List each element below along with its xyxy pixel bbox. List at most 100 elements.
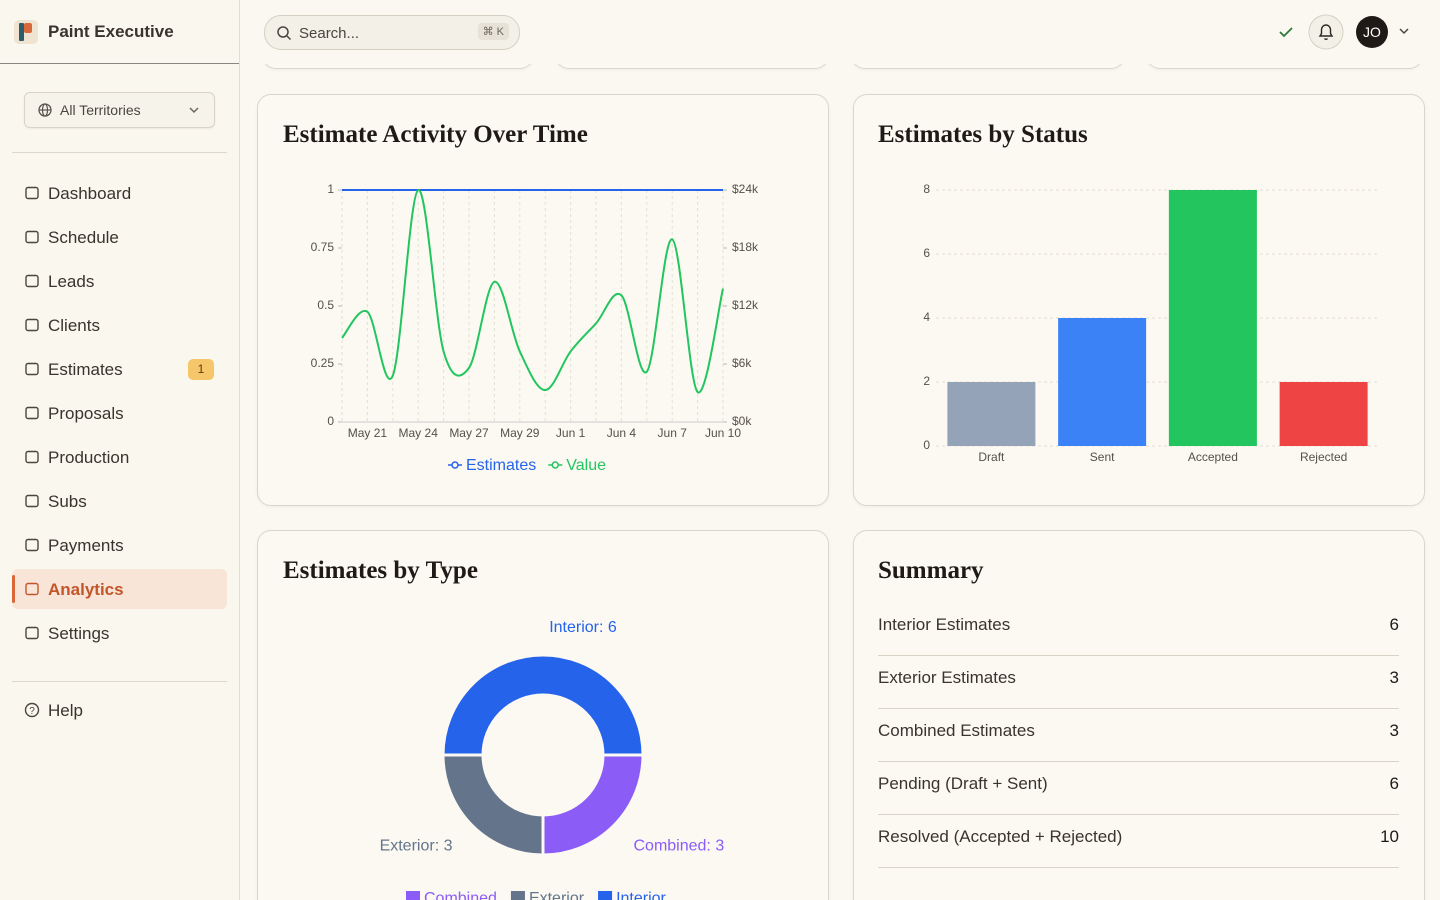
nav-icon <box>25 538 39 552</box>
y-tick-label: 0.25 <box>311 356 335 370</box>
slice-label: Exterior: 3 <box>380 838 453 855</box>
summary-label: Exterior Estimates <box>878 668 1016 687</box>
nav-item[interactable]: Clients <box>12 305 227 345</box>
legend-item: Value <box>548 457 606 474</box>
y-tick-label: 8 <box>923 182 930 196</box>
nav-item[interactable]: Settings <box>12 613 227 653</box>
notifications-button[interactable] <box>1308 14 1344 50</box>
x-tick-label: Jun 4 <box>607 426 637 440</box>
summary-value: 6 <box>1389 615 1399 634</box>
legend-item: Interior <box>598 890 667 900</box>
summary-row: Resolved (Accepted + Rejected) 10 <box>878 815 1399 868</box>
legend-label: Interior <box>616 890 666 900</box>
territory-label: All Territories <box>60 102 141 118</box>
slice-label: Combined: 3 <box>634 838 725 855</box>
legend-label: Combined <box>424 890 497 900</box>
nav-icon <box>25 582 39 596</box>
nav-item[interactable]: Dashboard <box>12 173 227 213</box>
y2-tick-label: $24k <box>732 182 759 196</box>
chart-card: Estimates by Status 0 2 4 6 8 Draft Sent Accepte… <box>853 94 1425 506</box>
x-tick-label: Jun 10 <box>705 426 741 440</box>
nav-item[interactable]: Proposals <box>12 393 227 433</box>
nav-label: Estimates <box>48 360 123 379</box>
nav-item[interactable]: Payments <box>12 525 227 565</box>
x-tick-label: Sent <box>1090 450 1115 464</box>
legend-swatch <box>598 891 613 900</box>
summary-value: 10 <box>1380 827 1399 846</box>
globe-icon <box>38 103 52 117</box>
nav-label: Proposals <box>48 404 124 423</box>
nav-label: Production <box>48 448 130 467</box>
nav-icon <box>25 626 39 640</box>
svg-text:?: ? <box>29 706 35 717</box>
nav-item[interactable]: Estimates 1 <box>12 349 227 389</box>
help-link[interactable]: ? Help <box>12 690 227 730</box>
pie-slice <box>441 653 645 757</box>
summary-value: 3 <box>1389 721 1399 740</box>
nav-icon <box>25 186 39 200</box>
summary-row: Exterior Estimates 3 <box>878 656 1399 709</box>
nav-label: Leads <box>48 272 95 291</box>
nav-label: Settings <box>48 624 110 643</box>
x-tick-label: May 29 <box>500 426 540 440</box>
y-tick-label: 0.5 <box>317 298 334 312</box>
series-line <box>341 188 724 394</box>
legend-swatch <box>406 891 420 900</box>
nav-item[interactable]: Production <box>12 437 227 477</box>
search-box[interactable]: Search... ⌘ K <box>264 15 520 50</box>
x-tick-label: May 24 <box>399 426 439 440</box>
y2-tick-label: $18k <box>732 240 759 254</box>
y-tick-label: 6 <box>923 246 930 260</box>
x-tick-label: May 21 <box>348 426 388 440</box>
brand: Paint Executive <box>0 0 239 64</box>
y-tick-label: 4 <box>923 310 930 324</box>
chart-title: Estimates by Type <box>283 557 478 584</box>
nav-icon <box>25 450 39 464</box>
chevron <box>189 107 199 114</box>
nav-label: Clients <box>48 316 100 335</box>
legend-item: Estimates <box>448 457 536 474</box>
pie-slice <box>441 753 545 857</box>
x-tick-label: Accepted <box>1188 450 1238 464</box>
x-tick-label: Jun 1 <box>556 426 586 440</box>
app-name: Paint Executive <box>48 22 174 41</box>
topbar: Search... ⌘ K JO <box>240 0 1440 64</box>
nav-icon <box>25 406 39 420</box>
summary-card: Summary Interior Estimates 6 Exterior Esti… <box>853 530 1425 900</box>
territory-select[interactable]: All Territories <box>24 92 215 128</box>
nav-item[interactable]: Analytics <box>12 569 227 609</box>
y-tick-label: 2 <box>923 374 930 388</box>
chart-title: Estimates by Status <box>878 121 1088 148</box>
line-chart: Estimate Activity Over Time May 21 May 24 M… <box>283 121 759 474</box>
check-icon[interactable] <box>1278 24 1294 40</box>
nav-item[interactable]: Subs <box>12 481 227 521</box>
avatar[interactable]: JO <box>1356 16 1388 48</box>
legend-swatch <box>510 891 525 900</box>
y-tick-label: 0 <box>327 414 334 428</box>
help-icon: ? <box>24 702 40 718</box>
chevron[interactable] <box>1398 26 1410 36</box>
nav-label: Schedule <box>48 228 119 247</box>
pie-chart: Estimates by Type Combined: 3 Exterior: 3 I… <box>283 557 725 900</box>
logo <box>14 20 38 44</box>
divider <box>12 152 227 153</box>
y-tick-label: 1 <box>327 182 334 196</box>
nav-label: Analytics <box>48 580 124 599</box>
pie-slice <box>541 753 645 857</box>
nav-badge: 1 <box>188 359 214 380</box>
nav-item[interactable]: Leads <box>12 261 227 301</box>
y2-tick-label: $12k <box>732 298 759 312</box>
nav-item[interactable]: Schedule <box>12 217 227 257</box>
chart-card: Estimates by Type Combined: 3 Exterior: 3 I… <box>257 530 829 900</box>
bar <box>1058 318 1147 446</box>
legend-item: Exterior <box>510 890 585 900</box>
legend-swatch-dot <box>451 461 459 469</box>
summary-label: Resolved (Accepted + Rejected) <box>878 827 1123 846</box>
bar <box>1279 382 1368 446</box>
nav-icon <box>25 230 39 244</box>
nav-label: Subs <box>48 492 87 511</box>
search-icon <box>277 26 292 41</box>
y2-tick-label: $0k <box>732 414 752 428</box>
legend-item: Combined <box>406 890 497 900</box>
summary-label: Combined Estimates <box>878 721 1035 740</box>
